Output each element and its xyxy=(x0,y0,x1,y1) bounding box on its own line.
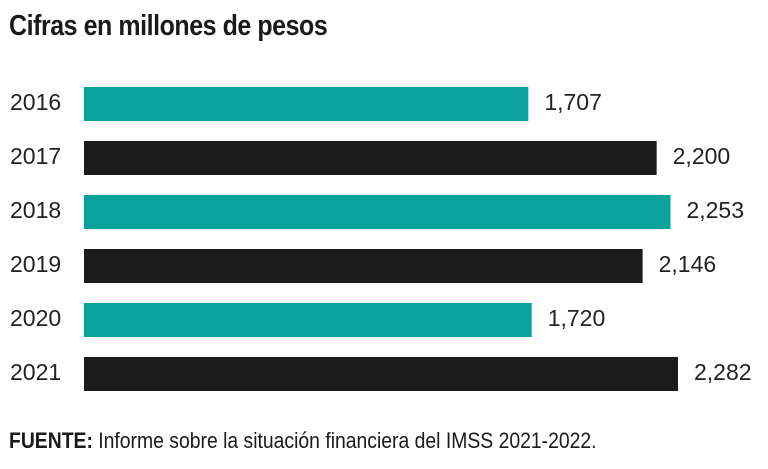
value-label-2019: 2,146 xyxy=(659,251,717,277)
category-label-2017: 2017 xyxy=(10,143,61,169)
source-note: FUENTE: Informe sobre la situación finan… xyxy=(9,428,597,454)
category-label-2020: 2020 xyxy=(10,305,61,331)
category-label-2021: 2021 xyxy=(10,359,61,385)
bar-2021 xyxy=(84,357,678,391)
bar-2019 xyxy=(84,249,643,283)
source-label: FUENTE: xyxy=(9,428,93,453)
category-label-2019: 2019 xyxy=(10,251,61,277)
value-label-2016: 1,707 xyxy=(544,89,602,115)
bar-2017 xyxy=(84,141,657,175)
bar-2016 xyxy=(84,87,529,121)
value-label-2018: 2,253 xyxy=(686,197,744,223)
chart-title: Cifras en millones de pesos xyxy=(9,10,328,42)
category-label-2016: 2016 xyxy=(10,89,61,115)
value-label-2017: 2,200 xyxy=(673,143,731,169)
value-label-2021: 2,282 xyxy=(694,359,752,385)
value-label-2020: 1,720 xyxy=(548,305,606,331)
bar-2020 xyxy=(84,303,532,337)
category-label-2018: 2018 xyxy=(10,197,61,223)
bar-2018 xyxy=(84,195,671,229)
source-text: Informe sobre la situación financiera de… xyxy=(92,428,597,453)
